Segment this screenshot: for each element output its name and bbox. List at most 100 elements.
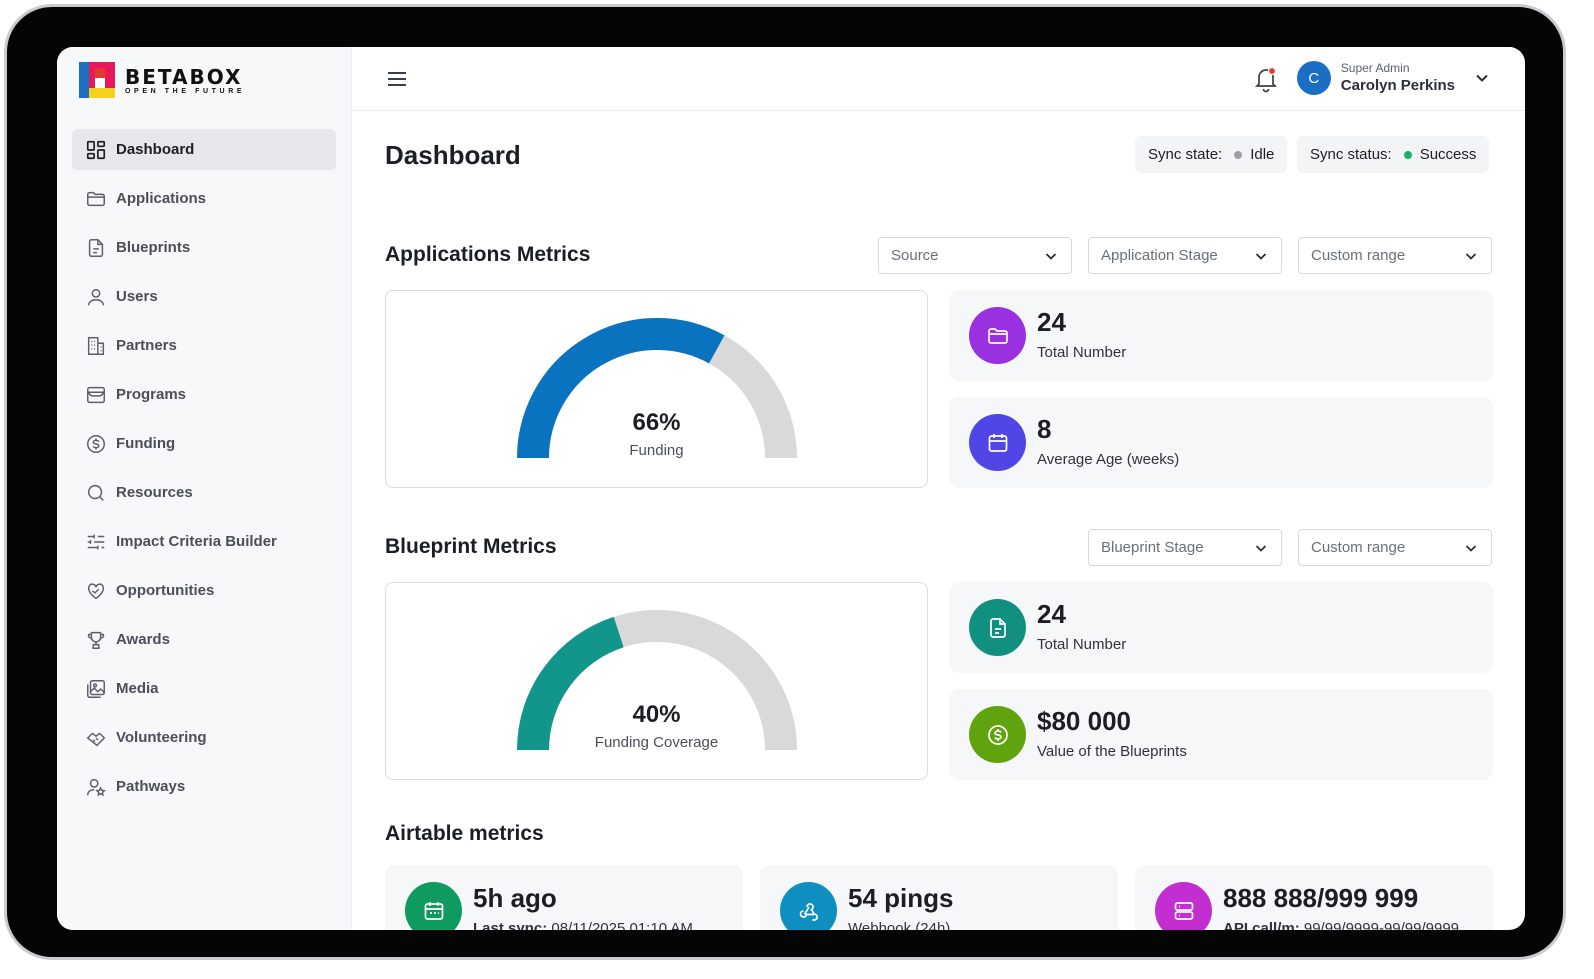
sidebar-item-label: Awards: [116, 631, 170, 648]
blueprints-custom-range-select[interactable]: Custom range: [1298, 529, 1492, 566]
document-icon: [88, 238, 104, 257]
blueprints-value-card: $80 000 Value of the Blueprints: [949, 689, 1493, 780]
funding-gauge-card: 66% Funding: [385, 290, 928, 488]
sync-state-label: Sync state:: [1148, 146, 1223, 163]
webhook-icon: [799, 902, 818, 921]
sidebar-item-pathways[interactable]: Pathways: [72, 766, 336, 807]
sidebar-item-programs[interactable]: Programs: [72, 374, 336, 415]
handshake-icon: [86, 731, 106, 746]
stat-sub-value: Webhook (24h): [848, 920, 951, 930]
gauge-fill: [517, 616, 625, 751]
main-content: Dashboard Sync state: Idle Sync status: …: [352, 111, 1525, 930]
sync-status-label: Sync status:: [1310, 146, 1392, 163]
hamburger-menu-icon[interactable]: [386, 69, 408, 89]
stat-sub: Webhook (24h): [848, 920, 950, 930]
search-icon: [87, 484, 104, 501]
sidebar-item-opportunities[interactable]: Opportunities: [72, 570, 336, 611]
building-icon: [87, 336, 105, 355]
user-menu[interactable]: C Super Admin Carolyn Perkins: [1296, 61, 1491, 95]
sidebar-item-label: Impact Criteria Builder: [116, 533, 277, 550]
sidebar-item-partners[interactable]: Partners: [72, 325, 336, 366]
select-value: Source: [891, 247, 939, 264]
stat-label: Value of the Blueprints: [1037, 743, 1187, 760]
sidebar-item-label: Programs: [116, 386, 187, 403]
stat-icon-circle: [969, 307, 1026, 364]
stat-sub-value: 99/99/9999-99/99/9999: [1303, 920, 1460, 930]
avatar: C: [1296, 61, 1331, 95]
airtable-api-calls-card: 888 888/999 999 API call/m: 99/99/9999-9…: [1135, 865, 1493, 930]
sidebar-item-users[interactable]: Users: [72, 276, 336, 317]
stat-value: 24: [1037, 307, 1066, 337]
sidebar-item-label: Dashboard: [116, 141, 195, 158]
dollar-circle-icon: [987, 724, 1008, 745]
stat-icon-circle: [1155, 882, 1212, 930]
stat-icon-circle: [405, 882, 462, 930]
applications-metrics-title: Applications Metrics: [385, 243, 591, 266]
dashboard-grid-icon: [86, 140, 106, 159]
sidebar-item-media[interactable]: Media: [72, 668, 336, 709]
stat-value: 24: [1037, 599, 1066, 629]
stat-icon-circle: [969, 706, 1026, 763]
user-star-icon: [87, 778, 106, 796]
sync-status-badge: Sync status: Success: [1297, 136, 1490, 173]
user-name: Carolyn Perkins: [1340, 77, 1455, 94]
sidebar-item-label: Opportunities: [116, 582, 215, 599]
stat-icon-circle: [969, 599, 1026, 656]
applications-custom-range-select[interactable]: Custom range: [1298, 237, 1492, 274]
document-icon: [989, 617, 1006, 638]
sidebar-item-funding[interactable]: Funding: [72, 423, 336, 464]
stat-sub-label: API call/m:: [1223, 920, 1300, 930]
funding-coverage-gauge: [517, 610, 797, 751]
sliders-icon: [87, 534, 105, 549]
sidebar-item-impact-criteria-builder[interactable]: Impact Criteria Builder: [72, 521, 336, 562]
blueprint-stage-select[interactable]: Blueprint Stage: [1088, 529, 1282, 566]
gauge-value: 66%: [632, 409, 681, 436]
sidebar-item-dashboard[interactable]: Dashboard: [72, 129, 336, 170]
calendar-icon: [988, 433, 1007, 452]
chevron-down-icon: [1465, 544, 1477, 552]
application-stage-select[interactable]: Application Stage: [1088, 237, 1282, 274]
betabox-logo-mark: [79, 62, 115, 98]
stat-label: Average Age (weeks): [1037, 451, 1180, 468]
sidebar-item-label: Volunteering: [116, 729, 207, 746]
brand-tagline: OPEN THE FUTURE: [125, 87, 246, 95]
source-select[interactable]: Source: [878, 237, 1072, 274]
sidebar-item-awards[interactable]: Awards: [72, 619, 336, 660]
app-screen: BETABOX OPEN THE FUTURE Dashboard Applic…: [57, 47, 1525, 930]
select-value: Custom range: [1311, 539, 1406, 556]
sidebar: BETABOX OPEN THE FUTURE Dashboard Applic…: [57, 47, 352, 930]
stat-label: Total Number: [1037, 636, 1127, 653]
sync-status-dot: [1403, 150, 1412, 159]
sidebar-nav: Dashboard Applications Blueprints Users …: [72, 129, 336, 815]
dollar-circle-icon: [87, 434, 105, 453]
gauge-label: Funding: [629, 442, 684, 459]
applications-average-age-card: 8 Average Age (weeks): [949, 397, 1493, 488]
sidebar-item-label: Blueprints: [116, 239, 191, 256]
stat-value: $80 000: [1037, 706, 1131, 736]
sidebar-item-label: Resources: [116, 484, 193, 501]
sidebar-item-applications[interactable]: Applications: [72, 178, 336, 219]
funding-gauge: [517, 318, 797, 459]
folder-icon: [87, 191, 105, 206]
chevron-down-icon: [1255, 544, 1267, 552]
sidebar-item-resources[interactable]: Resources: [72, 472, 336, 513]
trophy-icon: [87, 631, 105, 649]
stat-sub: API call/m: 99/99/9999-99/99/9999: [1223, 920, 1459, 930]
blueprints-total-card: 24 Total Number: [949, 582, 1493, 673]
sync-status-value: Success: [1419, 146, 1477, 163]
sync-state-value: Idle: [1250, 146, 1275, 163]
sidebar-item-label: Applications: [116, 190, 207, 207]
notification-bell-icon[interactable]: [1253, 65, 1279, 93]
sidebar-item-label: Pathways: [116, 778, 186, 795]
stat-icon-circle: [969, 414, 1026, 471]
stat-icon-circle: [780, 882, 837, 930]
stat-value: 54 pings: [848, 883, 954, 913]
blueprint-metrics-title: Blueprint Metrics: [385, 535, 557, 558]
page-title: Dashboard: [385, 140, 521, 170]
airtable-metrics-title: Airtable metrics: [385, 822, 544, 845]
sidebar-item-blueprints[interactable]: Blueprints: [72, 227, 336, 268]
sidebar-item-volunteering[interactable]: Volunteering: [72, 717, 336, 758]
brand-logo[interactable]: BETABOX OPEN THE FUTURE: [79, 62, 245, 98]
stat-value: 8: [1037, 414, 1052, 444]
image-icon: [87, 679, 105, 698]
